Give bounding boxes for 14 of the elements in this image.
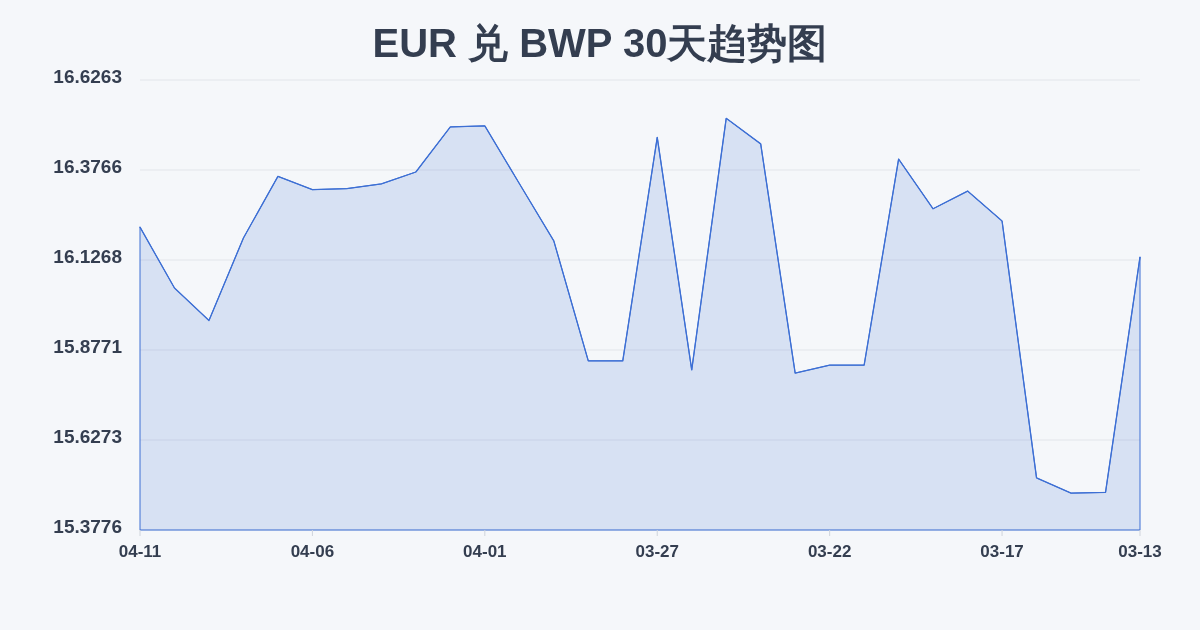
x-tick-label: 03-17 bbox=[980, 542, 1024, 562]
y-tick-label: 16.6263 bbox=[53, 66, 122, 88]
x-tick-label: 03-13 bbox=[1118, 542, 1162, 562]
y-tick-label: 16.1268 bbox=[53, 246, 122, 268]
x-tick-label: 04-01 bbox=[463, 542, 507, 562]
x-tick-label: 04-06 bbox=[290, 542, 335, 562]
x-tick-label: 03-27 bbox=[635, 542, 679, 562]
y-tick-label: 15.8771 bbox=[53, 336, 123, 358]
x-tick-label: 04-11 bbox=[118, 542, 162, 562]
y-tick-label: 15.6273 bbox=[53, 426, 122, 448]
y-tick-label: 16.3766 bbox=[53, 156, 122, 177]
x-tick-label: 03-22 bbox=[807, 542, 852, 562]
chart-title: EUR 兑 BWP 30天趋势图 bbox=[372, 20, 828, 65]
y-tick-label: 15.3776 bbox=[53, 516, 122, 538]
